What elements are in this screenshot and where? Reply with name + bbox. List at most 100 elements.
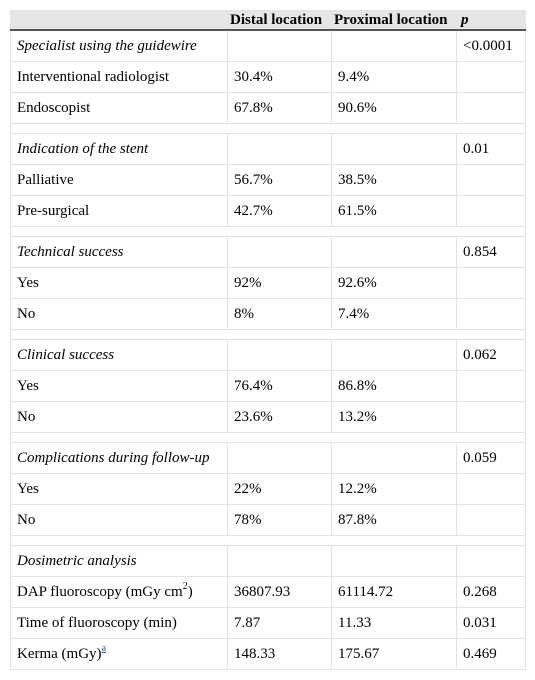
- row-label: Time of fluoroscopy (min): [10, 607, 228, 639]
- cell-p-value: [456, 370, 526, 402]
- cell-p-value: [456, 267, 526, 299]
- row-label-superscript: 2: [182, 580, 188, 592]
- cell-proximal: 12.2%: [331, 473, 457, 505]
- cell-distal: 36807.93: [227, 576, 332, 608]
- cell-distal: 8%: [227, 298, 332, 330]
- row-label-text: No: [17, 511, 36, 528]
- row-label: No: [10, 401, 228, 433]
- table-row: Yes 22% 12.2%: [10, 473, 526, 505]
- cell-proximal: 9.4%: [331, 61, 457, 93]
- section-p-value: 0.01: [456, 133, 526, 165]
- section-p-value: 0.854: [456, 236, 526, 268]
- cell-p-value: [456, 195, 526, 227]
- section-distal-empty: [227, 29, 332, 62]
- cell-proximal: 175.67: [331, 638, 457, 670]
- cell-distal: 67.8%: [227, 92, 332, 124]
- cell-proximal: 7.4%: [331, 298, 457, 330]
- cell-p-value: [456, 401, 526, 433]
- row-label: Pre-surgical: [10, 195, 228, 227]
- table-header-row: Distal location Proximal location p: [10, 10, 526, 31]
- table-row: Pre-surgical 42.7% 61.5%: [10, 195, 526, 227]
- section-header-row: Dosimetric analysis: [10, 545, 526, 577]
- row-label: No: [10, 298, 228, 330]
- table-body: Specialist using the guidewire <0.0001 Int…: [10, 29, 526, 670]
- row-label-text: Palliative: [17, 171, 74, 188]
- table-row: Palliative 56.7% 38.5%: [10, 164, 526, 196]
- section-title: Technical success: [10, 236, 228, 268]
- row-label: Endoscopist: [10, 92, 228, 124]
- cell-proximal: 61.5%: [331, 195, 457, 227]
- table-row: No 8% 7.4%: [10, 298, 526, 330]
- table-row: DAP fluoroscopy (mGy cm2) 36807.93 61114.7…: [10, 576, 526, 608]
- footnote-link[interactable]: a: [101, 642, 107, 654]
- section-title: Specialist using the guidewire: [10, 29, 228, 62]
- results-table: Distal location Proximal location p Spec…: [10, 10, 526, 670]
- spacer-cell: [10, 535, 526, 546]
- row-label: Palliative: [10, 164, 228, 196]
- footnote-marker: a: [102, 643, 106, 654]
- row-label-text: No: [17, 305, 36, 322]
- section-title: Complications during follow-up: [10, 442, 228, 474]
- table-row: Yes 76.4% 86.8%: [10, 370, 526, 402]
- cell-p-value: [456, 61, 526, 93]
- section-distal-empty: [227, 236, 332, 268]
- section-p-value: 0.059: [456, 442, 526, 474]
- table-row: No 23.6% 13.2%: [10, 401, 526, 433]
- section-spacer: [10, 432, 526, 443]
- section-proximal-empty: [331, 133, 457, 165]
- section-title: Clinical success: [10, 339, 228, 371]
- cell-p-value: 0.268: [456, 576, 526, 608]
- section-proximal-empty: [331, 545, 457, 577]
- table-row: Kerma (mGy)a 148.33 175.67 0.469: [10, 638, 526, 670]
- cell-distal: 92%: [227, 267, 332, 299]
- section-distal-empty: [227, 545, 332, 577]
- cell-distal: 42.7%: [227, 195, 332, 227]
- cell-distal: 76.4%: [227, 370, 332, 402]
- section-header-row: Indication of the stent 0.01: [10, 133, 526, 165]
- section-header-row: Specialist using the guidewire <0.0001: [10, 29, 526, 62]
- cell-p-value: 0.031: [456, 607, 526, 639]
- cell-proximal: 11.33: [331, 607, 457, 639]
- row-label: Kerma (mGy)a: [10, 638, 228, 670]
- row-label-text: Pre-surgical: [17, 202, 90, 219]
- cell-proximal: 13.2%: [331, 401, 457, 433]
- cell-p-value: 0.469: [456, 638, 526, 670]
- cell-proximal: 90.6%: [331, 92, 457, 124]
- spacer-cell: [10, 226, 526, 237]
- row-label-text: Time of fluoroscopy (min): [17, 614, 177, 631]
- header-proximal-location: Proximal location: [331, 10, 457, 31]
- table-row: No 78% 87.8%: [10, 504, 526, 536]
- section-proximal-empty: [331, 339, 457, 371]
- section-spacer: [10, 123, 526, 134]
- cell-distal: 22%: [227, 473, 332, 505]
- spacer-cell: [10, 432, 526, 443]
- section-proximal-empty: [331, 29, 457, 62]
- section-proximal-empty: [331, 236, 457, 268]
- section-spacer: [10, 329, 526, 340]
- row-label-text: Yes: [17, 480, 39, 497]
- cell-p-value: [456, 473, 526, 505]
- section-header-row: Clinical success 0.062: [10, 339, 526, 371]
- section-header-row: Technical success 0.854: [10, 236, 526, 268]
- cell-proximal: 61114.72: [331, 576, 457, 608]
- cell-distal: 56.7%: [227, 164, 332, 196]
- cell-p-value: [456, 504, 526, 536]
- section-p-value: 0.062: [456, 339, 526, 371]
- section-title: Indication of the stent: [10, 133, 228, 165]
- row-label-text: Interventional radiologist: [17, 68, 170, 85]
- header-empty: [10, 10, 228, 31]
- cell-p-value: [456, 164, 526, 196]
- row-label: DAP fluoroscopy (mGy cm2): [10, 576, 228, 608]
- section-p-value: [456, 545, 526, 577]
- row-label-text: Endoscopist: [17, 99, 91, 116]
- cell-proximal: 86.8%: [331, 370, 457, 402]
- section-spacer: [10, 226, 526, 237]
- section-title: Dosimetric analysis: [10, 545, 228, 577]
- section-distal-empty: [227, 133, 332, 165]
- row-label-text: Yes: [17, 274, 39, 291]
- table-row: Endoscopist 67.8% 90.6%: [10, 92, 526, 124]
- cell-distal: 148.33: [227, 638, 332, 670]
- spacer-cell: [10, 123, 526, 134]
- header-p-value: p: [456, 10, 526, 31]
- row-label: Interventional radiologist: [10, 61, 228, 93]
